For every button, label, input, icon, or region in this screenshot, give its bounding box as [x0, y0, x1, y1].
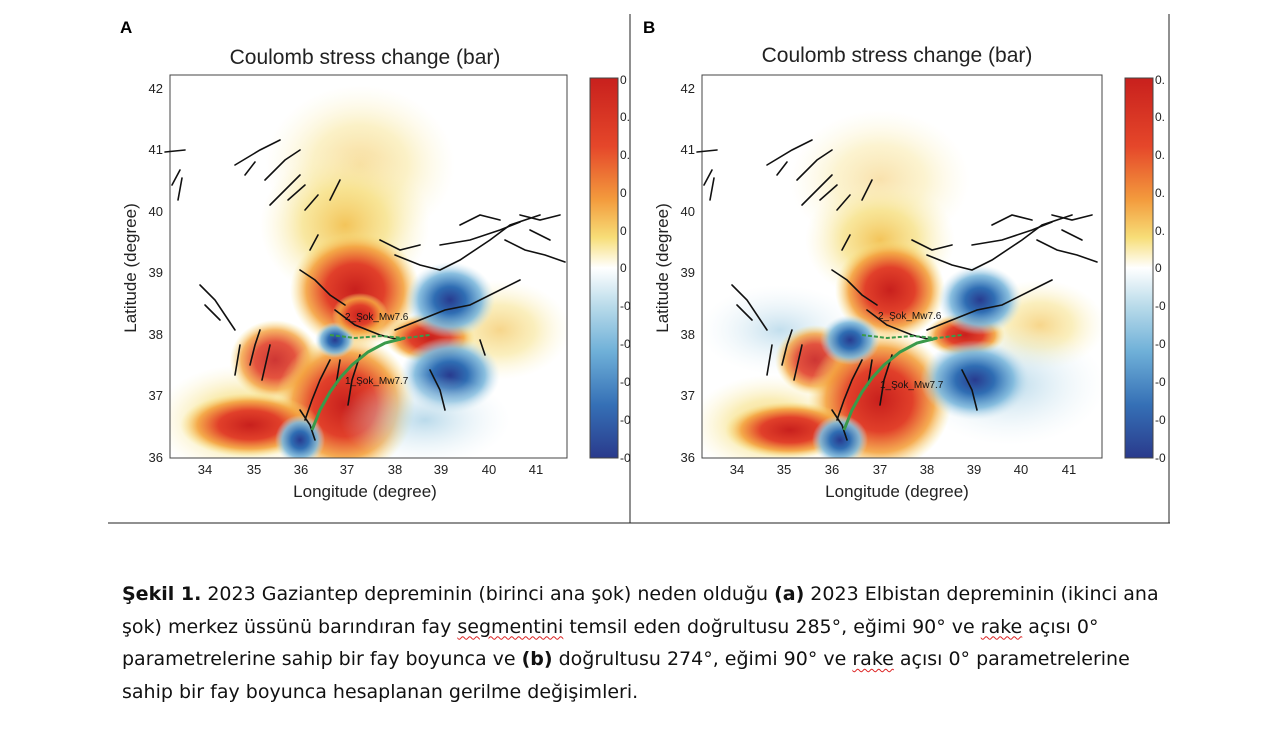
colorbar-tick: -0 — [620, 413, 631, 427]
y-tick: 42 — [149, 81, 163, 96]
fault-lines — [696, 139, 1098, 441]
x-tick: 37 — [340, 462, 354, 477]
colorbar-tick: -0 — [1155, 337, 1166, 351]
plot-title: Coulomb stress change (bar) — [762, 44, 1033, 67]
first-shock-label: 1_Şok_Mw7.7 — [880, 380, 944, 391]
colorbar-tick: 0. — [1155, 148, 1165, 162]
colorbar-tick: 0. — [1155, 224, 1165, 238]
colorbar-tick: -0 — [1155, 451, 1166, 465]
caption-flagged-word: rake — [980, 615, 1023, 638]
x-tick: 41 — [1062, 462, 1076, 477]
fault-lines — [164, 139, 566, 441]
y-tick: 37 — [149, 388, 163, 403]
x-tick: 34 — [730, 462, 744, 477]
x-tick: 35 — [247, 462, 261, 477]
second-shock-label: 2_Şok_Mw7.6 — [878, 311, 942, 322]
caption-flagged-word: rake — [852, 648, 894, 670]
colorbar-ticks: 0 0. 0. 0 0 0 -0 -0 -0 -0 -0 — [620, 73, 631, 465]
y-tick: 36 — [681, 450, 695, 465]
colorbar-tick: 0. — [620, 148, 630, 162]
x-tick: 40 — [1014, 462, 1028, 477]
colorbar-tick: 0 — [1155, 261, 1162, 275]
y-tick: 40 — [681, 204, 695, 219]
panel-letter: A — [120, 18, 132, 37]
colorbar-ticks: 0. 0. 0. 0. 0. 0 -0 -0 -0 -0 -0 — [1155, 73, 1166, 465]
caption-text: 2023 Gaziantep depreminin (birinci ana ş… — [201, 583, 775, 605]
rupture-trace — [842, 336, 938, 431]
x-tick: 35 — [777, 462, 791, 477]
colorbar-tick: -0 — [1155, 375, 1166, 389]
rupture-trace-second — [861, 334, 963, 340]
y-tick: 39 — [149, 265, 163, 280]
y-tick-labels: 42 41 40 39 38 37 36 — [681, 81, 695, 465]
colorbar-tick: -0 — [620, 375, 631, 389]
y-tick: 36 — [149, 450, 163, 465]
x-axis-label: Longitude (degree) — [825, 482, 969, 501]
caption-flagged-word: segmentini — [457, 615, 564, 638]
panel-a: A Coulomb stress change (bar) — [120, 18, 631, 501]
colorbar-tick: 0 — [620, 261, 627, 275]
caption-text: temsil eden doğrultusu 285°, eğimi 90° v… — [563, 615, 981, 638]
x-tick: 34 — [198, 462, 212, 477]
panel-letter: B — [643, 18, 655, 37]
colorbar-tick: 0. — [1155, 186, 1165, 200]
x-tick: 36 — [825, 462, 839, 477]
colorbar-tick: 0 — [620, 186, 627, 200]
caption-label: Şekil 1. — [122, 583, 202, 605]
colorbar-tick: 0 — [620, 224, 627, 238]
y-tick-labels: 42 41 40 39 38 37 36 — [149, 81, 163, 465]
colorbar-tick: -0 — [620, 337, 631, 351]
y-tick: 41 — [149, 142, 163, 157]
second-shock-label: 2_Şok_Mw7.6 — [345, 312, 409, 323]
caption-text: açısı 0° parametrelerine sahip bir fay b… — [122, 615, 1099, 671]
colorbar-tick: -0 — [620, 299, 631, 313]
map-frame — [701, 74, 1103, 459]
y-tick: 37 — [681, 388, 695, 403]
colorbar — [589, 77, 619, 459]
x-tick: 36 — [294, 462, 308, 477]
y-tick: 41 — [681, 142, 695, 157]
x-tick: 38 — [920, 462, 934, 477]
caption-panel-a-ref: (a) — [774, 583, 805, 605]
x-tick: 40 — [482, 462, 496, 477]
rupture-trace-second — [329, 334, 431, 340]
x-tick: 37 — [873, 462, 887, 477]
y-tick: 39 — [681, 265, 695, 280]
y-axis-label: Latitude (degree) — [653, 203, 672, 332]
stress-field — [702, 110, 1102, 458]
x-axis-label: Longitude (degree) — [293, 482, 437, 501]
x-tick-labels: 34 35 36 37 38 39 40 41 — [198, 462, 543, 477]
y-tick: 38 — [681, 327, 695, 342]
caption-text: doğrultusu 274°, eğimi 90° ve — [552, 648, 853, 670]
rupture-trace — [310, 336, 406, 431]
map-frame — [169, 74, 568, 459]
x-tick: 39 — [967, 462, 981, 477]
colorbar-tick: -0 — [1155, 413, 1166, 427]
y-tick: 40 — [149, 204, 163, 219]
colorbar-tick: 0. — [620, 110, 630, 124]
plot-title: Coulomb stress change (bar) — [230, 46, 501, 69]
x-tick: 39 — [434, 462, 448, 477]
colorbar-tick: 0. — [1155, 73, 1165, 87]
y-tick: 42 — [681, 81, 695, 96]
caption-text: açısı 0° parametrelerine sahip bir fay b… — [122, 648, 1130, 703]
caption-text: 2023 Elbistan depreminin (ikinci ana şok… — [122, 583, 1159, 638]
stress-field — [170, 85, 567, 458]
x-tick-labels: 34 35 36 37 38 39 40 41 — [730, 462, 1076, 477]
colorbar-tick: 0. — [1155, 110, 1165, 124]
colorbar-tick: 0 — [620, 73, 627, 87]
figure-caption: Şekil 1. 2023 Gaziantep depreminin (biri… — [122, 578, 1162, 708]
caption-panel-b-ref: (b) — [521, 648, 553, 670]
y-axis-label: Latitude (degree) — [121, 203, 140, 332]
x-tick: 41 — [529, 462, 543, 477]
x-tick: 38 — [388, 462, 402, 477]
first-shock-label: 1_Şok_Mw7.7 — [345, 376, 409, 387]
panel-b: B Coulomb stress change (bar) — [643, 18, 1166, 501]
colorbar-tick: -0 — [1155, 299, 1166, 313]
colorbar — [1124, 77, 1154, 459]
y-tick: 38 — [149, 327, 163, 342]
colorbar-tick: -0 — [620, 451, 631, 465]
